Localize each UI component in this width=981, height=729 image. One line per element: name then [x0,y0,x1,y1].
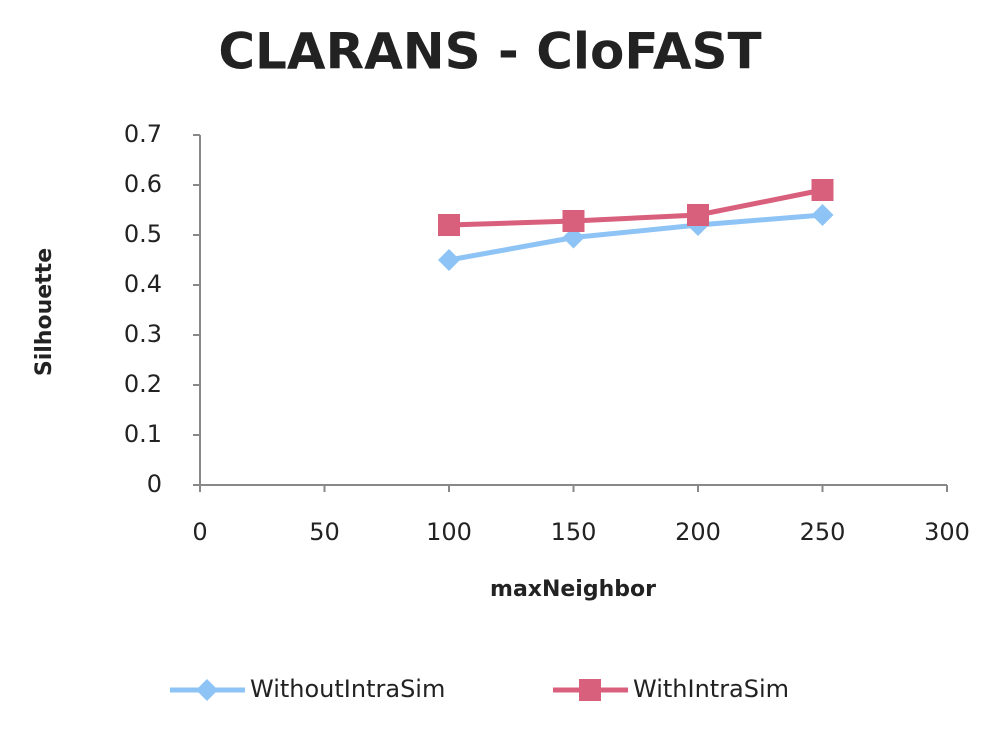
y-axis-label: Silhouette [32,248,57,376]
legend-label: WithoutIntraSim [250,675,445,703]
x-tick-label: 150 [551,518,597,546]
y-tick-label: 0 [147,470,162,498]
marker [579,679,601,701]
marker [811,179,834,201]
y-tick-label: 0.1 [124,420,162,448]
series-line [448,212,823,263]
marker [562,210,585,232]
y-tick-label: 0.3 [124,320,162,348]
y-tick-label: 0.2 [124,370,162,398]
marker [687,204,709,226]
x-tick-label: 200 [675,518,721,546]
y-tick-label: 0.7 [124,120,162,148]
y-tick-label: 0.4 [124,270,162,298]
chart-title: CLARANS - CloFAST [218,23,761,81]
marker [438,214,460,236]
x-tick-label: 0 [192,518,207,546]
y-tick-label: 0.5 [124,220,162,248]
x-tick-label: 50 [309,518,340,546]
marker [196,679,218,701]
x-tick-label: 300 [924,518,970,546]
legend-label: WithIntraSim [633,675,789,703]
x-axis-label: maxNeighbor [490,577,656,602]
x-tick-label: 250 [800,518,846,546]
x-tick-label: 100 [426,518,472,546]
marker [438,249,460,271]
y-tick-label: 0.6 [124,170,162,198]
series-line [448,187,823,228]
marker [811,204,834,226]
